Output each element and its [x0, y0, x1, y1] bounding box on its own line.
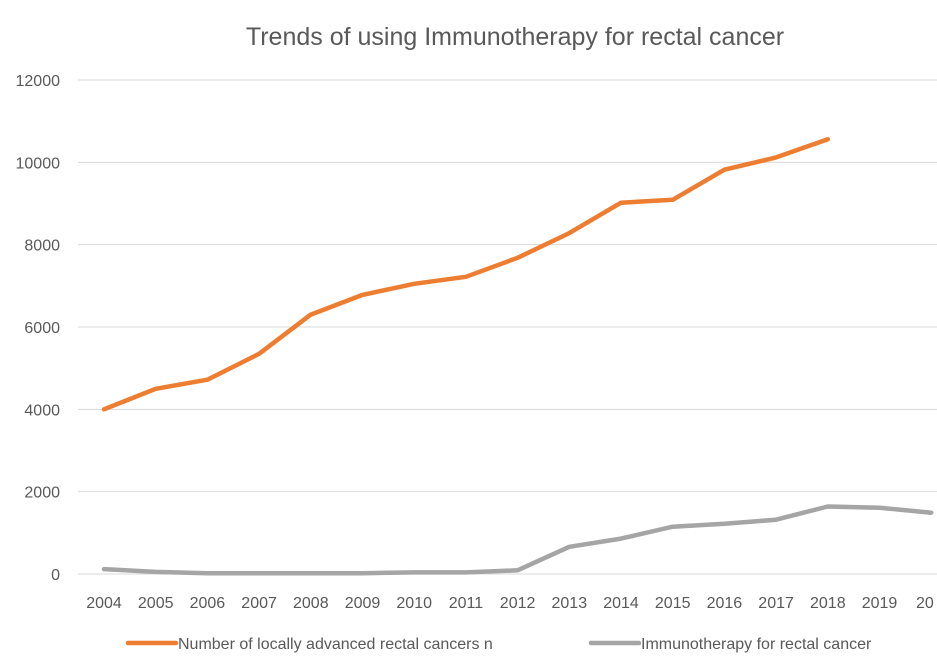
x-tick-label: 2016	[707, 595, 743, 612]
y-axis-tick-labels: 0 2000 4000 6000 8000 10000 12000	[16, 73, 61, 584]
x-tick-label: 2015	[655, 595, 691, 612]
x-tick-label: 2010	[396, 595, 432, 612]
series-lines	[101, 137, 934, 576]
x-tick-label: 2011	[449, 595, 484, 612]
y-tick-label: 4000	[24, 402, 60, 419]
x-tick-label: 2017	[758, 595, 794, 612]
x-tick-label: 2018	[810, 595, 846, 612]
series-line-0	[101, 137, 831, 412]
x-tick-label: 2004	[86, 595, 122, 612]
chart-title: Trends of using Immunotherapy for rectal…	[246, 23, 784, 51]
x-tick-label: 2012	[500, 595, 536, 612]
x-tick-label: 2008	[293, 595, 329, 612]
y-tick-label: 2000	[24, 485, 60, 502]
legend: Number of locally advanced rectal cancer…	[125, 636, 872, 653]
gridlines	[78, 79, 937, 575]
x-tick-label: 2019	[862, 595, 898, 612]
y-tick-label: 8000	[24, 238, 60, 255]
y-tick-label: 10000	[16, 155, 61, 172]
series-line-1	[101, 504, 934, 576]
x-tick-label: 2014	[603, 595, 639, 612]
x-axis-tick-labels: 2004 2005 2006 2007 2008 2009 2010 2011 2012 2013…	[86, 595, 934, 612]
y-tick-label: 0	[51, 567, 60, 584]
x-tick-label: 20	[916, 595, 934, 612]
y-tick-label: 6000	[24, 320, 60, 337]
legend-label: Number of locally advanced rectal cancer…	[178, 636, 493, 653]
x-tick-label: 2009	[345, 595, 381, 612]
y-tick-label: 12000	[16, 73, 61, 90]
x-tick-label: 2006	[190, 595, 226, 612]
x-tick-label: 2005	[138, 595, 174, 612]
x-tick-label: 2007	[241, 595, 277, 612]
x-tick-label: 2013	[552, 595, 588, 612]
legend-label: Immunotherapy for rectal cancer	[641, 636, 872, 653]
